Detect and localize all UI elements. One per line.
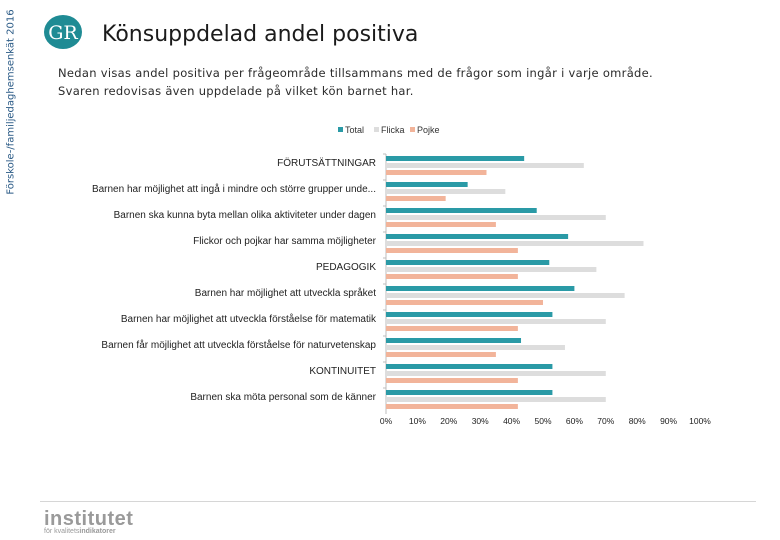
bar-flicka: [386, 163, 584, 168]
bar-total: [386, 338, 522, 343]
bar-flicka: [386, 371, 606, 376]
bar-pojke: [386, 326, 518, 331]
category-label: Barnen har möjlighet att utveckla förstå…: [121, 313, 377, 325]
bar-flicka: [386, 293, 625, 298]
bar-flicka: [386, 397, 606, 402]
bar-pojke: [386, 352, 496, 357]
gr-logo: GR: [44, 15, 82, 49]
category-label: Flickor och pojkar har samma möjligheter: [193, 236, 377, 247]
description-line-2: Svaren redovisas även uppdelade på vilke…: [58, 84, 414, 98]
bar-pojke: [386, 274, 518, 279]
footer-subtitle: för kvalitetsindikatorer: [44, 528, 116, 535]
x-tick-label: 40%: [503, 416, 520, 426]
bar-pojke: [386, 170, 487, 175]
bar-flicka: [386, 189, 506, 194]
bar-total: [386, 182, 468, 187]
legend-swatch-pojke: [410, 127, 415, 132]
gr-logo-text: GR: [48, 22, 78, 44]
bar-total: [386, 364, 553, 369]
gr-logo-circle: [44, 15, 82, 49]
bar-total: [386, 286, 575, 291]
bar-pojke: [386, 404, 518, 409]
bar-flicka: [386, 319, 606, 324]
category-label: KONTINUITET: [309, 366, 376, 377]
category-label: Barnen ska möta personal som de känner: [190, 392, 376, 403]
bar-pojke: [386, 248, 518, 253]
x-tick-label: 50%: [534, 416, 551, 426]
x-tick-label: 100%: [689, 416, 711, 426]
category-label: Barnen får möjlighet att utveckla förstå…: [101, 339, 376, 351]
x-tick-label: 10%: [409, 416, 426, 426]
x-tick-label: 90%: [660, 416, 677, 426]
category-label: Barnen har möjlighet att ingå i mindre o…: [92, 183, 376, 195]
legend-label-pojke: Pojke: [417, 125, 440, 135]
bar-total: [386, 260, 550, 265]
description: Nedan visas andel positiva per frågeområ…: [58, 64, 758, 100]
x-tick-label: 30%: [472, 416, 489, 426]
bar-total: [386, 390, 553, 395]
bar-total: [386, 312, 553, 317]
x-tick-label: 80%: [629, 416, 646, 426]
x-tick-label: 20%: [440, 416, 457, 426]
bar-pojke: [386, 222, 496, 227]
page-title: Könsuppdelad andel positiva: [102, 22, 419, 47]
bar-pojke: [386, 300, 543, 305]
category-label: Barnen har möjlighet att utveckla språke…: [195, 287, 376, 299]
bar-flicka: [386, 241, 644, 246]
bar-flicka: [386, 215, 606, 220]
legend-label-total: Total: [345, 125, 364, 135]
bar-pojke: [386, 378, 518, 383]
bar-flicka: [386, 267, 597, 272]
x-tick-label: 60%: [566, 416, 583, 426]
legend-swatch-flicka: [374, 127, 379, 132]
bar-pojke: [386, 196, 446, 201]
footer-sub-suffix: indikatorer: [79, 528, 116, 535]
category-label: Barnen ska kunna byta mellan olika aktiv…: [114, 210, 376, 221]
footer-sub-prefix: för kvalitets: [44, 528, 80, 535]
legend-swatch-total: [338, 127, 343, 132]
legend-label-flicka: Flicka: [381, 125, 405, 135]
category-label: FÖRUTSÄTTNINGAR: [277, 157, 376, 169]
footer-brand: institutet: [44, 508, 134, 530]
bar-flicka: [386, 345, 565, 350]
x-tick-label: 70%: [597, 416, 614, 426]
bar-total: [386, 156, 525, 161]
description-line-1: Nedan visas andel positiva per frågeområ…: [58, 66, 653, 80]
bar-total: [386, 208, 537, 213]
bar-total: [386, 234, 569, 239]
category-label: PEDAGOGIK: [316, 262, 376, 273]
footer-divider: [40, 501, 756, 502]
x-tick-label: 0%: [380, 416, 393, 426]
